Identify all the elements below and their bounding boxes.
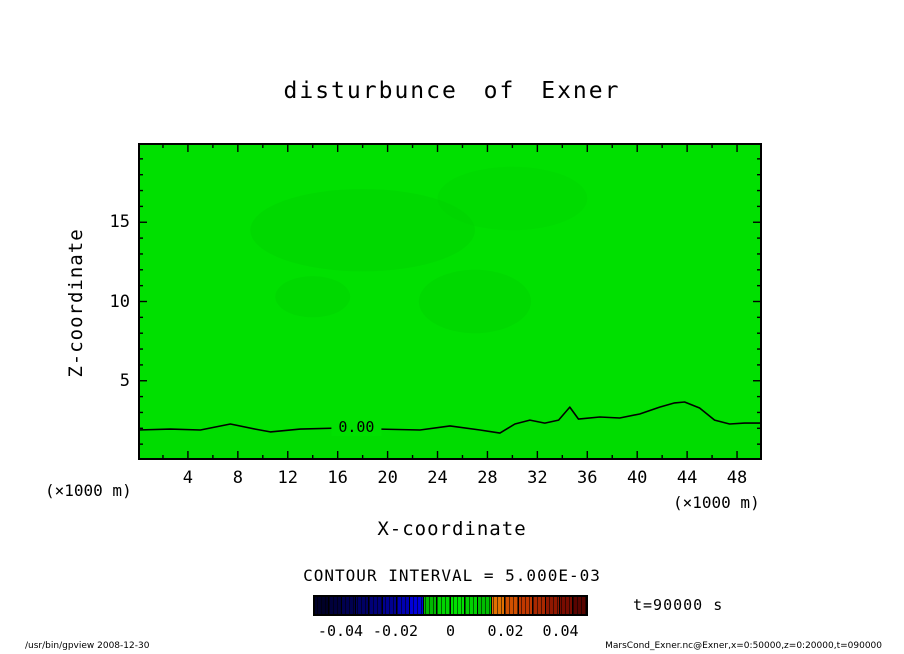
colorbar-cell <box>409 597 423 614</box>
colorbar-cell <box>517 597 532 614</box>
tone-shade-region <box>275 276 351 318</box>
contour-plot-canvas: 0.00 <box>138 143 762 460</box>
tone-shade-region <box>250 188 475 272</box>
x-tick-label: 4 <box>182 468 194 488</box>
colorbar-cell <box>490 597 505 614</box>
colorbar-cell <box>436 597 450 614</box>
chart-title: disturbunce of Exner <box>283 78 621 104</box>
x-tick-label: 20 <box>377 468 398 488</box>
time-annotation: t=90000 s <box>633 596 724 614</box>
colorbar-cell <box>558 597 573 614</box>
footer-command-line: /usr/bin/gpview 2008-12-30 <box>25 641 150 651</box>
colorbar-cell <box>449 597 464 614</box>
colorbar-cell <box>504 597 518 614</box>
plot-area: 0.00 <box>138 143 762 460</box>
colorbar-tick-label: -0.04 <box>317 622 364 640</box>
x-tick-label: 8 <box>232 468 243 488</box>
colorbar-cell <box>395 597 410 614</box>
y-tick-label: 5 <box>119 370 130 391</box>
x-axis-title: X-coordinate <box>377 518 527 540</box>
x-tick-label: 12 <box>277 468 298 488</box>
colorbar-tick-label: 0.04 <box>542 622 579 640</box>
tone-shade-region <box>418 269 532 334</box>
y-tick-label: 15 <box>109 212 130 233</box>
x-tick-label: 16 <box>327 468 348 488</box>
y-axis-unit-label: (×1000 m) <box>45 481 132 500</box>
below-zero-fill <box>138 402 762 460</box>
colorbar-cell <box>368 597 382 614</box>
x-tick-label: 40 <box>626 468 648 488</box>
colorbar-cell <box>327 597 342 614</box>
x-axis-unit-label: (×1000 m) <box>673 493 760 512</box>
x-tick-label: 48 <box>726 468 748 488</box>
x-tick-label: 28 <box>477 468 498 488</box>
y-axis-title: Z-coordinate <box>65 228 87 378</box>
colorbar-tick-label: 0.02 <box>487 622 524 640</box>
colorbar-cell <box>354 597 369 614</box>
x-tick-label: 32 <box>527 468 548 488</box>
colorbar <box>313 595 588 616</box>
colorbar-tick-label: 0 <box>445 622 456 640</box>
zero-contour-line <box>138 401 762 434</box>
colorbar-cell <box>463 597 478 614</box>
colorbar-cell <box>572 597 586 614</box>
contour-interval-label: CONTOUR INTERVAL = 5.000E-03 <box>303 566 601 585</box>
colorbar-cell <box>381 597 396 614</box>
colorbar-cell <box>477 597 491 614</box>
x-axis-tick-labels: 4 8 12 16 20 24 28 32 36 40 44 48 <box>0 468 904 490</box>
colorbar-cell <box>531 597 546 614</box>
footer-data-source: MarsCond_Exner.nc@Exner,x=0:50000,z=0:20… <box>605 641 882 651</box>
colorbar-cell <box>545 597 559 614</box>
y-tick-label: 10 <box>109 291 130 312</box>
colorbar-cell <box>341 597 355 614</box>
contour-label-mask <box>331 418 382 437</box>
tone-shade-region <box>437 166 588 231</box>
colorbar-cell <box>315 597 328 614</box>
x-tick-label: 44 <box>676 468 698 488</box>
x-tick-label: 36 <box>577 468 598 488</box>
plot-frame <box>138 143 762 460</box>
colorbar-tick-label: -0.02 <box>372 622 419 640</box>
colorbar-cell <box>422 597 437 614</box>
colorbar-tick-labels: -0.04 -0.02 0 0.02 0.04 <box>0 622 904 642</box>
zero-contour-label: 0.00 <box>338 418 374 436</box>
x-tick-label: 24 <box>427 468 448 488</box>
